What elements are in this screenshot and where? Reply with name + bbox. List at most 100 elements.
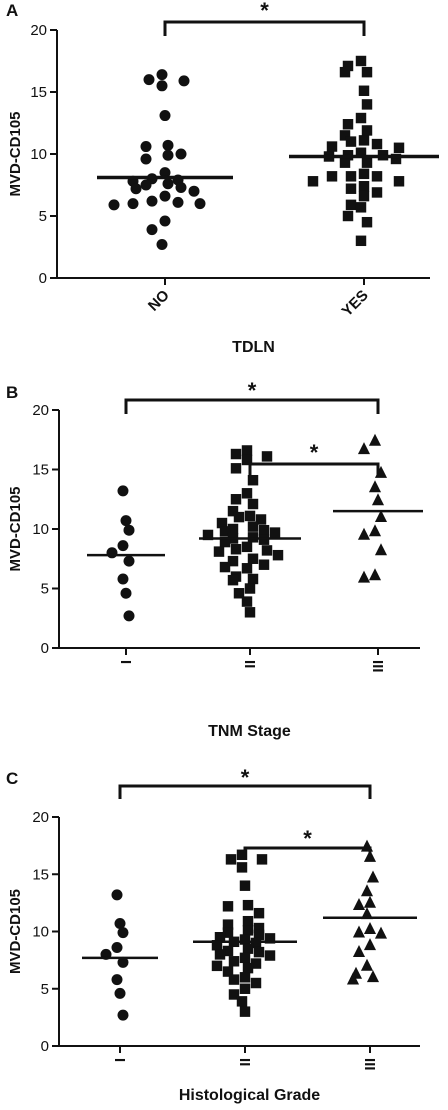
data-point-square: [247, 573, 259, 585]
data-point-square: [269, 527, 281, 538]
data-point-square: [358, 85, 370, 96]
data-point-square: [222, 927, 234, 938]
data-point-square: [233, 588, 245, 599]
data-point-square: [371, 138, 383, 150]
panel-letter: C: [6, 769, 18, 788]
data-point-circle: [143, 74, 155, 86]
data-point-square: [241, 445, 253, 456]
data-point-square: [239, 880, 251, 891]
data-point-square: [355, 147, 367, 158]
data-point-square: [307, 176, 319, 187]
data-point-square: [342, 119, 354, 130]
data-point-square: [244, 510, 256, 522]
data-point-circle: [178, 75, 190, 87]
y-tick-label: 0: [41, 640, 49, 657]
significance-star: *: [241, 765, 250, 790]
data-point-square: [241, 454, 253, 466]
x-category-label: YES: [339, 287, 372, 320]
data-point-circle: [117, 956, 129, 968]
data-point-square: [253, 946, 265, 958]
data-point-square: [253, 929, 265, 941]
data-point-square: [345, 136, 357, 147]
data-point-square: [202, 529, 214, 541]
x-category-label: III: [362, 1058, 379, 1071]
significance-bracket: [248, 462, 380, 476]
data-point-triangle: [368, 480, 382, 493]
data-point-square: [250, 958, 262, 969]
data-point-square: [239, 934, 251, 945]
data-point-circle: [111, 974, 123, 986]
data-point-square: [247, 498, 259, 510]
y-axis-title: MVD-CD105: [7, 889, 24, 974]
data-point-square: [227, 505, 239, 517]
data-point-square: [228, 989, 240, 1000]
data-point-square: [242, 915, 254, 927]
data-point-triangle: [357, 570, 371, 583]
significance-star: *: [303, 826, 312, 851]
data-point-square: [358, 135, 370, 146]
data-point-square: [236, 862, 248, 873]
data-point-square: [393, 176, 405, 187]
data-point-circle: [162, 178, 174, 190]
data-point-circle: [120, 515, 132, 527]
data-point-circle: [140, 141, 152, 153]
data-point-circle: [159, 215, 171, 227]
y-tick-label: 20: [32, 809, 49, 826]
data-point-triangle: [363, 938, 377, 951]
data-point-square: [264, 933, 276, 944]
data-point-square: [261, 545, 273, 556]
data-point-square: [227, 523, 239, 535]
data-point-circle: [146, 195, 158, 207]
data-point-square: [241, 563, 253, 574]
data-point-square: [225, 854, 237, 865]
data-point-square: [230, 544, 242, 555]
significance-bracket: [243, 846, 372, 860]
data-point-square: [244, 607, 256, 618]
data-point-triangle: [374, 509, 388, 522]
data-point-square: [253, 922, 265, 934]
data-point-square: [239, 972, 251, 983]
data-point-square: [264, 950, 276, 961]
data-point-square: [242, 962, 254, 974]
data-point-circle: [114, 987, 126, 999]
data-point-triangle: [363, 895, 377, 908]
data-point-square: [342, 60, 354, 72]
data-point-circle: [175, 181, 187, 193]
data-point-square: [361, 99, 373, 110]
data-point-square: [247, 474, 259, 486]
y-tick-label: 20: [32, 402, 49, 419]
data-point-square: [361, 216, 373, 228]
data-point-triangle: [352, 944, 366, 957]
data-point-square: [361, 125, 373, 136]
data-point-triangle: [357, 442, 371, 455]
y-tick-label: 0: [41, 1038, 49, 1055]
data-point-square: [345, 171, 357, 182]
data-point-circle: [123, 555, 135, 567]
data-point-square: [227, 574, 239, 586]
y-tick-label: 15: [32, 462, 49, 479]
data-point-square: [371, 187, 383, 198]
data-point-circle: [175, 148, 187, 160]
data-point-circle: [156, 80, 168, 92]
data-point-triangle: [368, 568, 382, 581]
data-point-square: [342, 210, 354, 222]
data-point-square: [222, 901, 234, 912]
data-point-triangle: [363, 922, 377, 935]
data-point-square: [345, 183, 357, 194]
y-tick-label: 0: [39, 270, 47, 287]
data-point-circle: [111, 889, 123, 901]
data-point-square: [361, 66, 373, 78]
data-point-triangle: [368, 524, 382, 537]
y-tick-label: 5: [39, 208, 47, 225]
x-axis-title: TNM Stage: [208, 723, 291, 740]
data-point-circle: [106, 547, 118, 559]
y-tick-label: 10: [32, 521, 49, 538]
data-point-square: [339, 66, 351, 78]
data-point-square: [358, 168, 370, 180]
data-point-square: [219, 526, 231, 537]
data-point-square: [253, 907, 265, 919]
data-point-square: [241, 541, 253, 553]
data-point-square: [339, 157, 351, 168]
data-point-square: [239, 1006, 251, 1017]
data-point-triangle: [352, 925, 366, 938]
